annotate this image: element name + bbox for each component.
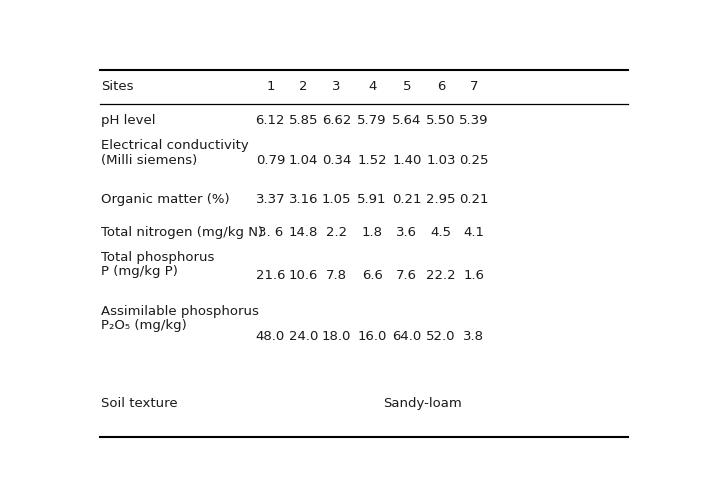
Text: 7.8: 7.8: [326, 269, 347, 282]
Text: 0.34: 0.34: [322, 154, 351, 166]
Text: 18.0: 18.0: [322, 330, 351, 342]
Text: Soil texture: Soil texture: [101, 396, 178, 409]
Text: 6.12: 6.12: [256, 114, 285, 127]
Text: 1.8: 1.8: [361, 226, 383, 239]
Text: 1.05: 1.05: [322, 193, 351, 206]
Text: Sites: Sites: [101, 80, 133, 94]
Text: P (mg/kg P): P (mg/kg P): [101, 265, 178, 278]
Text: 64.0: 64.0: [392, 330, 422, 342]
Text: 1.04: 1.04: [289, 154, 318, 166]
Text: 14.8: 14.8: [289, 226, 318, 239]
Text: Sandy-loam: Sandy-loam: [383, 396, 462, 409]
Text: 4.5: 4.5: [430, 226, 452, 239]
Text: P₂O₅ (mg/kg): P₂O₅ (mg/kg): [101, 319, 187, 332]
Text: 5: 5: [403, 80, 411, 94]
Text: 5.50: 5.50: [426, 114, 456, 127]
Text: 4: 4: [368, 80, 376, 94]
Text: Electrical conductivity: Electrical conductivity: [101, 139, 248, 152]
Text: 0.79: 0.79: [256, 154, 285, 166]
Text: 5.91: 5.91: [357, 193, 387, 206]
Text: 5.64: 5.64: [392, 114, 422, 127]
Text: 5.39: 5.39: [459, 114, 488, 127]
Text: 5.79: 5.79: [357, 114, 387, 127]
Text: 1.40: 1.40: [392, 154, 422, 166]
Text: Total phosphorus: Total phosphorus: [101, 250, 214, 264]
Text: 21.6: 21.6: [256, 269, 285, 282]
Text: 1.03: 1.03: [426, 154, 456, 166]
Text: 1.52: 1.52: [357, 154, 387, 166]
Text: 0.21: 0.21: [392, 193, 422, 206]
Text: 7: 7: [470, 80, 478, 94]
Text: 0.25: 0.25: [459, 154, 488, 166]
Text: 2: 2: [299, 80, 307, 94]
Text: 7.6: 7.6: [396, 269, 417, 282]
Text: 2.95: 2.95: [426, 193, 456, 206]
Text: 3.16: 3.16: [288, 193, 318, 206]
Text: 24.0: 24.0: [289, 330, 318, 342]
Text: 3.6: 3.6: [396, 226, 417, 239]
Text: 10.6: 10.6: [289, 269, 318, 282]
Text: 16.0: 16.0: [357, 330, 387, 342]
Text: 6: 6: [437, 80, 445, 94]
Text: Total nitrogen (mg/kg N): Total nitrogen (mg/kg N): [101, 226, 263, 239]
Text: (Milli siemens): (Milli siemens): [101, 154, 197, 166]
Text: 3.8: 3.8: [464, 330, 484, 342]
Text: 3: 3: [332, 80, 341, 94]
Text: pH level: pH level: [101, 114, 155, 127]
Text: 48.0: 48.0: [256, 330, 285, 342]
Text: 3. 6: 3. 6: [258, 226, 283, 239]
Text: 6.6: 6.6: [361, 269, 383, 282]
Text: 0.21: 0.21: [459, 193, 488, 206]
Text: 1: 1: [266, 80, 275, 94]
Text: 5.85: 5.85: [288, 114, 318, 127]
Text: 3.37: 3.37: [256, 193, 285, 206]
Text: 1.6: 1.6: [464, 269, 484, 282]
Text: Organic matter (%): Organic matter (%): [101, 193, 229, 206]
Text: 6.62: 6.62: [322, 114, 351, 127]
Text: Assimilable phosphorus: Assimilable phosphorus: [101, 304, 258, 318]
Text: 4.1: 4.1: [464, 226, 484, 239]
Text: 22.2: 22.2: [426, 269, 456, 282]
Text: 52.0: 52.0: [426, 330, 456, 342]
Text: 2.2: 2.2: [326, 226, 347, 239]
